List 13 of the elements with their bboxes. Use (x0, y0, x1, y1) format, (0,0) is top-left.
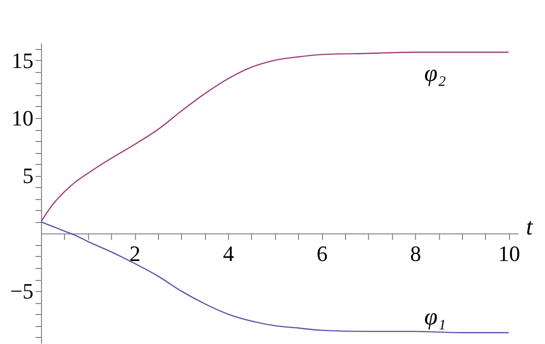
x-tick-label: 4 (223, 240, 234, 266)
series-label: φ₂ (424, 61, 446, 88)
y-tick-label: −5 (10, 278, 34, 304)
x-tick-label: 10 (498, 240, 520, 266)
x-tick-label: 2 (130, 240, 141, 266)
x-tick-label: 6 (316, 240, 328, 266)
y-tick-label: 5 (22, 163, 34, 188)
line-series (41, 52, 510, 222)
x-axis-title: t (526, 214, 534, 240)
series-label: φ₁ (424, 304, 446, 330)
x-tick-label: 8 (410, 240, 422, 266)
y-tick-label: 15 (12, 48, 34, 73)
y-tick-label: 10 (12, 106, 34, 130)
